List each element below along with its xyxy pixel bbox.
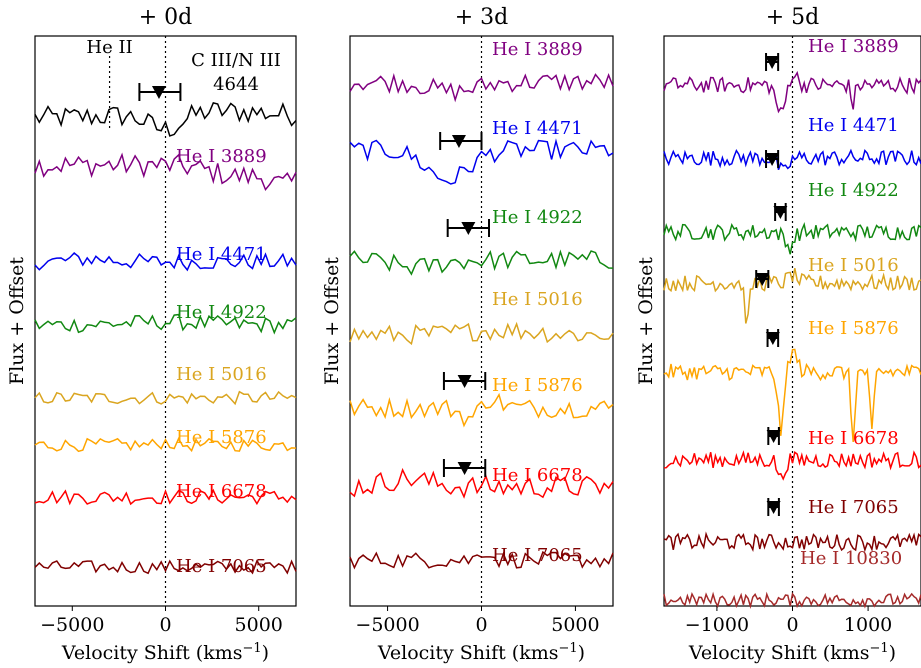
spectrum-line bbox=[663, 221, 921, 255]
spectrum-line bbox=[663, 348, 921, 442]
series-label: He I 7065 bbox=[492, 545, 583, 566]
spectrum-line bbox=[34, 102, 297, 137]
x-axis-label-close: ) bbox=[262, 642, 269, 664]
series-label: He I 4471 bbox=[808, 115, 899, 136]
series-label: He I 4471 bbox=[492, 118, 583, 139]
series-label: He I 4922 bbox=[492, 207, 583, 228]
spectrum-line bbox=[663, 591, 921, 609]
series-label: He I 5876 bbox=[176, 427, 267, 448]
x-axis-label: Velocity Shift (kms−1) bbox=[688, 641, 896, 665]
series-label: He I 5016 bbox=[492, 289, 583, 310]
velocity-marker bbox=[461, 222, 476, 235]
series-label: He I 10830 bbox=[800, 548, 902, 569]
velocity-marker bbox=[451, 135, 466, 148]
x-axis-label-exponent: −1 bbox=[870, 641, 889, 656]
x-tick-label: −5000 bbox=[355, 614, 419, 636]
series-label: He I 7065 bbox=[176, 556, 267, 577]
spectrum-line bbox=[663, 70, 921, 114]
ciii-niii-wavelength: 4644 bbox=[213, 74, 259, 95]
x-axis-label-close: ) bbox=[889, 642, 896, 664]
spectrum-line bbox=[663, 531, 921, 553]
ciii-niii-label: C III/N III bbox=[191, 50, 281, 71]
series-label: He I 3889 bbox=[176, 146, 267, 167]
velocity-marker bbox=[457, 462, 472, 475]
x-axis-label: Velocity Shift (kms−1) bbox=[377, 641, 585, 665]
velocity-marker bbox=[765, 153, 780, 166]
panel-1: + 0d −5000 0 5000 Velocity Shift (kms−1) Flux… bbox=[6, 5, 297, 665]
spectrum-line bbox=[349, 467, 614, 499]
panel-title: + 5d bbox=[766, 5, 820, 30]
spectrum-line bbox=[34, 390, 297, 406]
velocity-marker bbox=[765, 56, 780, 69]
x-axis-label-exponent: −1 bbox=[559, 641, 578, 656]
y-axis-label: Flux + Offset bbox=[635, 257, 657, 385]
spectrum-line bbox=[349, 550, 614, 570]
spectrum-line bbox=[349, 138, 614, 185]
series-label: He I 7065 bbox=[808, 497, 899, 518]
series-label: He I 5016 bbox=[808, 255, 899, 276]
series-label: He I 5876 bbox=[808, 318, 899, 339]
series-label: He I 3889 bbox=[492, 39, 583, 60]
spectrum-line bbox=[34, 152, 297, 192]
series-label: He I 3889 bbox=[808, 36, 899, 57]
spectrum-line bbox=[663, 450, 921, 481]
x-tick-label: −1000 bbox=[685, 614, 749, 636]
series-label: He I 6678 bbox=[176, 481, 267, 502]
series-label: He I 6678 bbox=[492, 465, 583, 486]
velocity-marker bbox=[765, 332, 780, 345]
spectrum-line bbox=[663, 148, 921, 170]
y-axis-label: Flux + Offset bbox=[321, 257, 343, 385]
x-tick-label: 1000 bbox=[844, 614, 892, 636]
x-axis-label-text: Velocity Shift (kms bbox=[377, 642, 559, 664]
velocity-marker bbox=[755, 273, 770, 286]
panel-title: + 0d bbox=[139, 5, 193, 30]
panel-3: + 5d −1000 0 1000 Velocity Shift (kms−1) Flux… bbox=[635, 5, 921, 664]
series-label: He I 4471 bbox=[176, 244, 267, 265]
series-label: He I 5876 bbox=[492, 375, 583, 396]
spectrum-line bbox=[34, 488, 297, 506]
spectrum-line bbox=[349, 72, 614, 103]
x-tick-label: 5000 bbox=[551, 614, 599, 636]
y-axis-label: Flux + Offset bbox=[6, 257, 28, 385]
spectrum-line bbox=[663, 268, 921, 324]
series-label: He I 5016 bbox=[176, 364, 267, 385]
x-tick-label: 0 bbox=[159, 614, 171, 636]
x-tick-label: 5000 bbox=[235, 614, 283, 636]
velocity-marker bbox=[766, 430, 781, 443]
panel-2: + 3d −5000 0 5000 Velocity Shift (kms−1) Flux… bbox=[321, 5, 614, 665]
x-tick-label: 0 bbox=[475, 614, 487, 636]
he-ii-label: He II bbox=[86, 37, 132, 58]
spectrum-line bbox=[349, 321, 614, 346]
velocity-marker bbox=[151, 86, 166, 99]
x-axis-label-text: Velocity Shift (kms bbox=[688, 642, 870, 664]
series-label: He I 4922 bbox=[808, 180, 899, 201]
x-tick-label: 0 bbox=[786, 614, 798, 636]
velocity-marker bbox=[766, 501, 781, 514]
x-tick-label: −5000 bbox=[40, 614, 104, 636]
series-label: He I 4922 bbox=[176, 302, 267, 323]
velocity-marker bbox=[773, 206, 788, 219]
spectrum-line bbox=[349, 249, 614, 276]
x-axis-label-close: ) bbox=[578, 642, 585, 664]
panel-title: + 3d bbox=[455, 5, 509, 30]
spectrum-line bbox=[349, 392, 614, 428]
velocity-marker bbox=[457, 375, 472, 388]
spectrum-line bbox=[34, 559, 297, 575]
x-axis-label-exponent: −1 bbox=[243, 641, 262, 656]
spectrum-line bbox=[34, 313, 297, 335]
spectrum-line bbox=[34, 436, 297, 453]
x-axis-label-text: Velocity Shift (kms bbox=[61, 642, 243, 664]
x-axis-label: Velocity Shift (kms−1) bbox=[61, 641, 269, 665]
spectrum-line bbox=[34, 251, 297, 272]
series-label: He I 6678 bbox=[808, 428, 899, 449]
